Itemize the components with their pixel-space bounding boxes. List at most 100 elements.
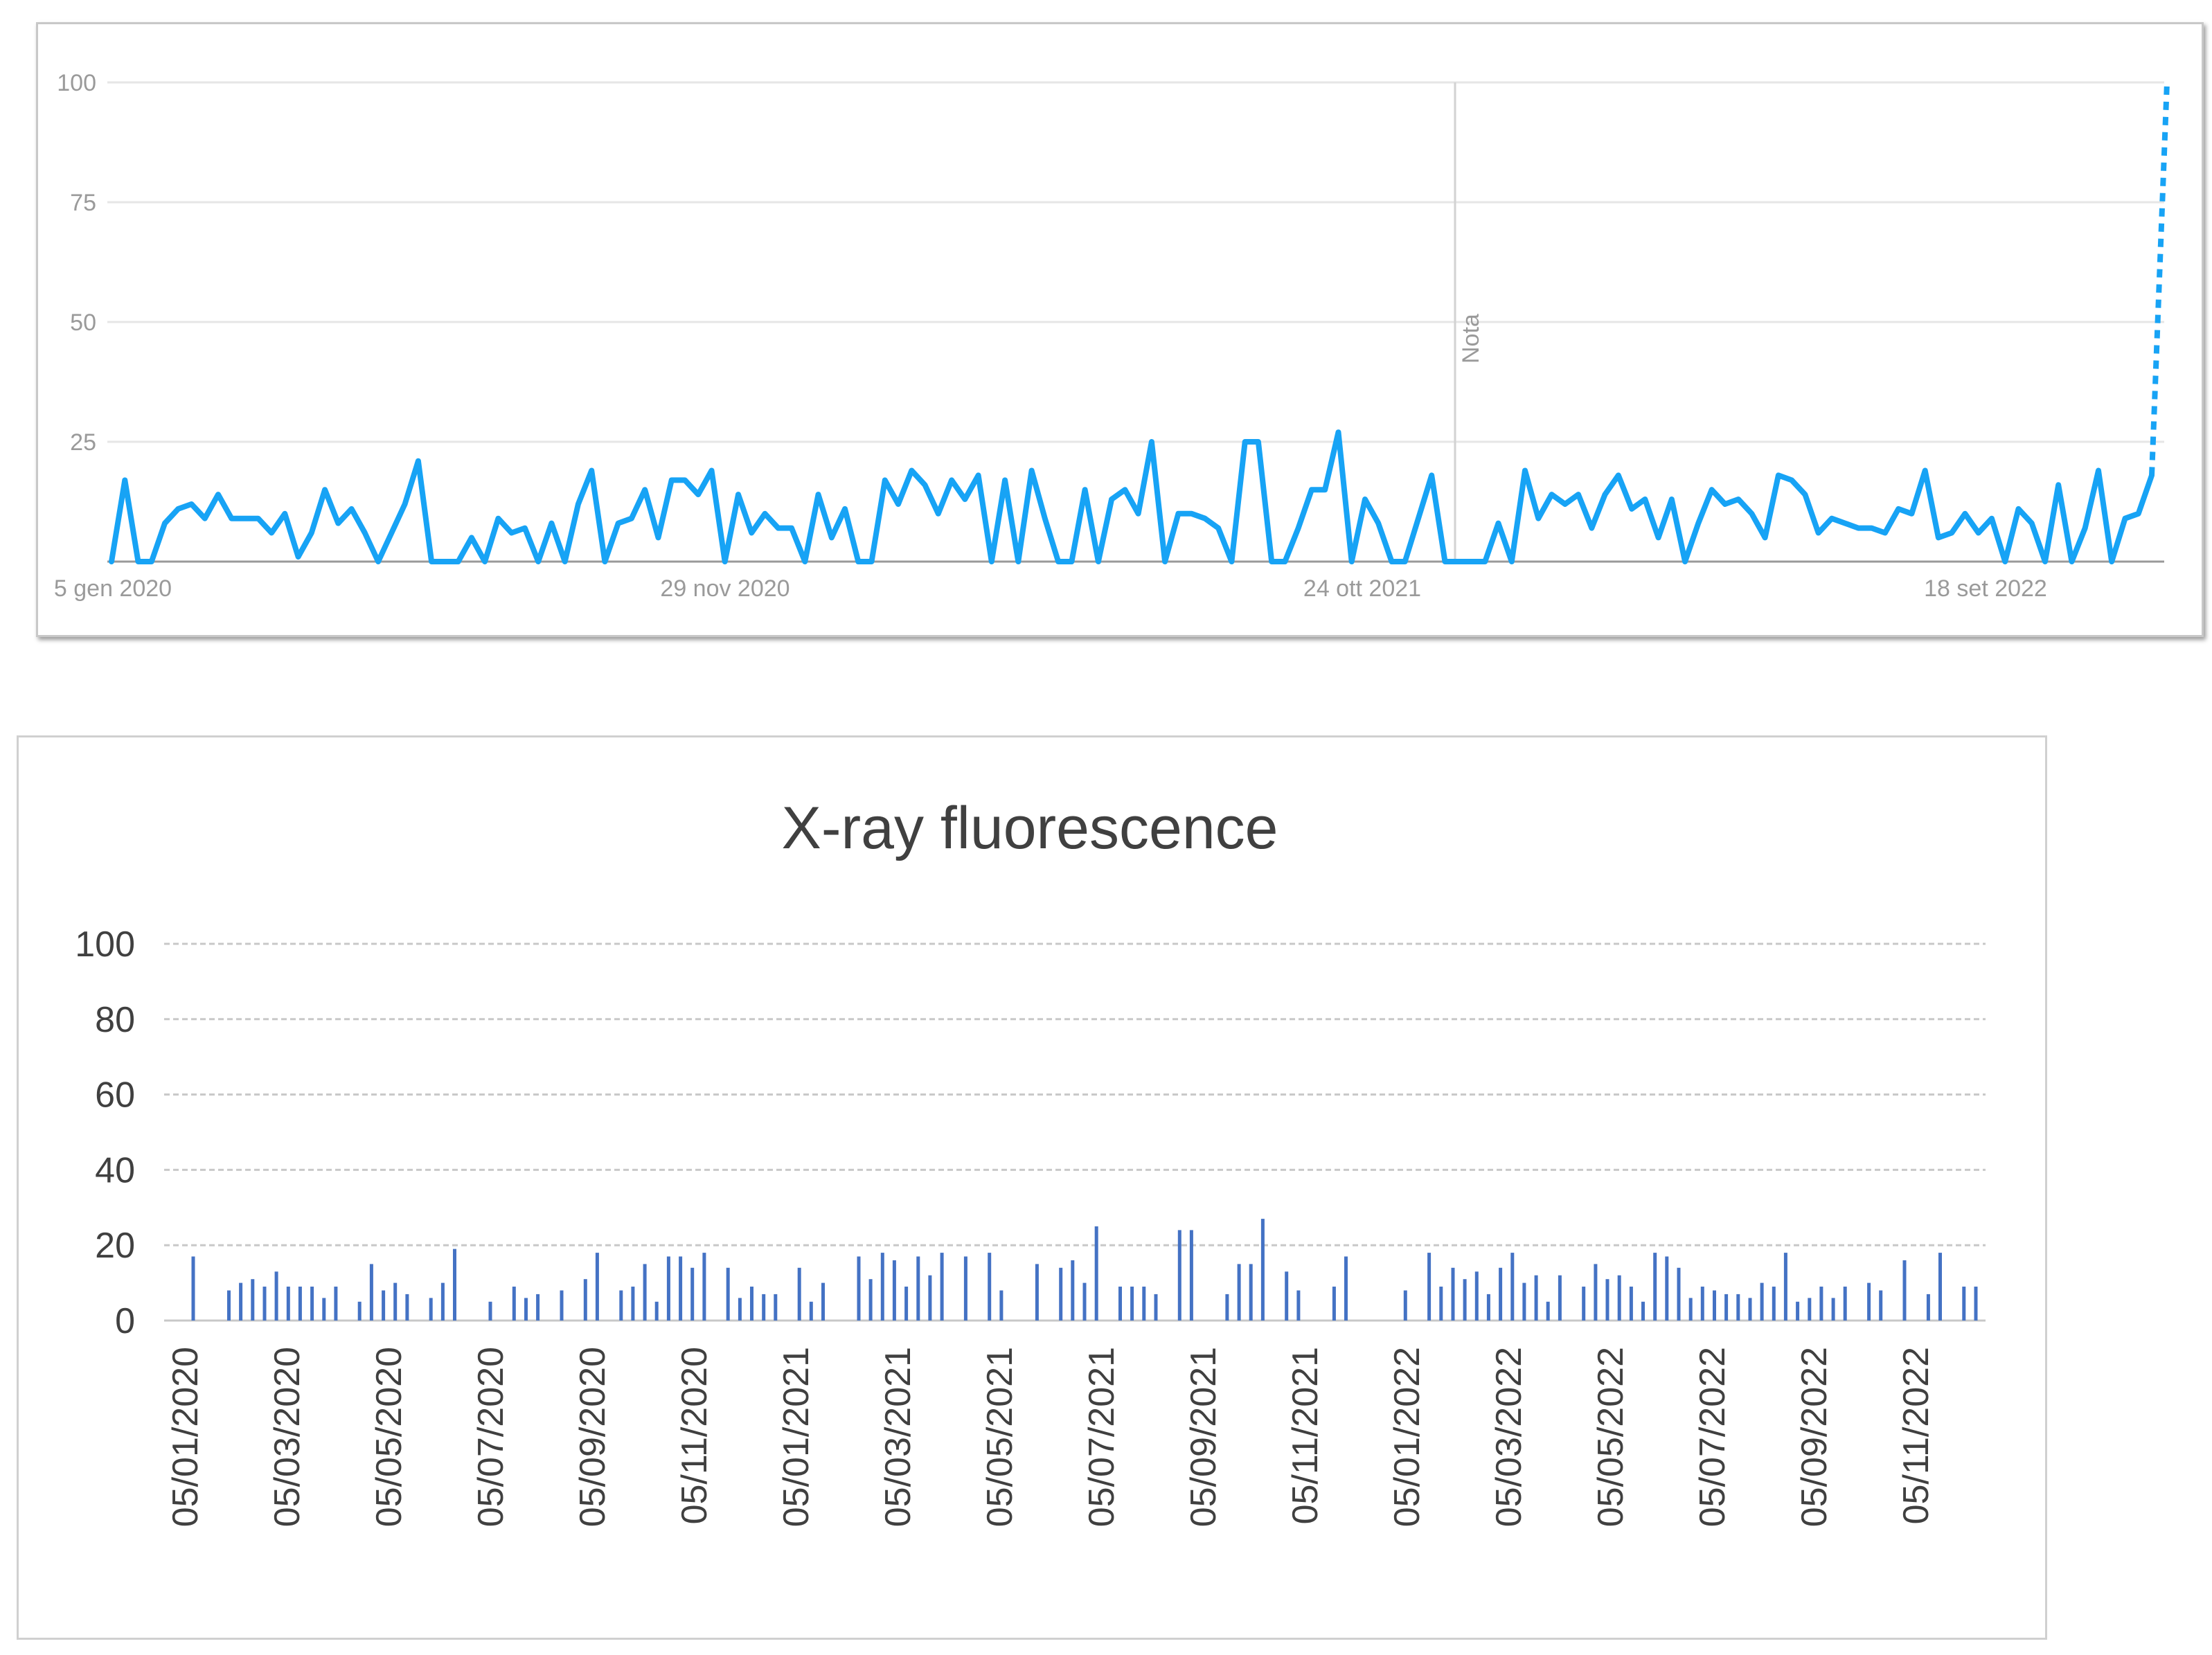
bar (1510, 1253, 1515, 1321)
bar (1724, 1294, 1729, 1321)
bar (1641, 1301, 1645, 1321)
bar (1760, 1282, 1764, 1321)
bar (1237, 1264, 1241, 1321)
x-tick-label: 05/05/2020 (369, 1347, 409, 1527)
bar (1808, 1298, 1812, 1321)
x-tick-label: 05/01/2020 (166, 1347, 206, 1527)
x-tick-label: 5 gen 2020 (54, 575, 172, 602)
xrf-bar-chart: X-ray fluorescence 0 20 40 60 80 100 05/01/2020… (75, 795, 1986, 1527)
y-tick-label: 100 (75, 924, 135, 965)
bar (1713, 1290, 1716, 1321)
bar (1296, 1290, 1301, 1321)
bar (1260, 1219, 1265, 1321)
bar (1154, 1294, 1158, 1321)
bar (1071, 1260, 1075, 1321)
bar (690, 1267, 695, 1321)
bar (1819, 1287, 1823, 1321)
bar (1486, 1294, 1490, 1321)
bar (1118, 1287, 1122, 1321)
bar (940, 1253, 944, 1321)
bar (1225, 1294, 1229, 1321)
bar (928, 1275, 932, 1321)
bar (1451, 1267, 1455, 1321)
bar (679, 1256, 683, 1321)
x-tick-label: 05/01/2022 (1387, 1347, 1427, 1527)
x-tick-label: 05/07/2022 (1693, 1347, 1733, 1527)
bar (619, 1290, 623, 1321)
bar (369, 1264, 373, 1321)
bar (405, 1294, 409, 1321)
bar (1142, 1287, 1146, 1321)
trends-line-chart: 100 75 50 25 Nota 5 gen 2020 29 nov 2020 24 ott… (54, 70, 2170, 602)
x-tick-label: 05/03/2020 (267, 1347, 307, 1527)
bar (750, 1287, 753, 1321)
xrf-chart-panel: X-ray fluorescence 0 20 40 60 80 100 05/01/2020… (17, 735, 2047, 1640)
x-tick-label: 05/11/2020 (675, 1347, 715, 1524)
bar (726, 1267, 730, 1321)
x-tick-label: 05/07/2021 (1082, 1347, 1122, 1527)
bar (1463, 1279, 1467, 1321)
bar (286, 1287, 290, 1321)
bar (797, 1267, 801, 1321)
bar (1285, 1271, 1289, 1321)
bar (1059, 1267, 1063, 1321)
bar (1665, 1256, 1669, 1321)
bar (1582, 1287, 1586, 1321)
bar (274, 1271, 278, 1321)
bar (1736, 1294, 1740, 1321)
bar (774, 1294, 778, 1321)
y-tick-label: 100 (57, 70, 96, 96)
bar (298, 1287, 302, 1321)
bar (1974, 1287, 1978, 1321)
x-tick-label: 05/09/2021 (1184, 1347, 1224, 1527)
x-tick-label: 05/11/2022 (1896, 1347, 1936, 1524)
y-tick-label: 75 (70, 190, 96, 216)
bar (1249, 1264, 1253, 1321)
bar (892, 1260, 896, 1321)
bar (1439, 1287, 1443, 1321)
x-tick-label: 29 nov 2020 (660, 575, 790, 602)
bar (1796, 1301, 1800, 1321)
bar (1843, 1287, 1847, 1321)
series-line (109, 429, 2155, 564)
bar (738, 1298, 742, 1321)
bar (440, 1282, 445, 1321)
bar (334, 1287, 338, 1321)
x-tick-label: 05/03/2021 (878, 1347, 918, 1527)
bar (1629, 1287, 1633, 1321)
bar (1082, 1282, 1087, 1321)
x-tick-label: 05/05/2021 (980, 1347, 1020, 1527)
bar (1130, 1287, 1134, 1321)
bar (1499, 1267, 1503, 1321)
bar (654, 1301, 659, 1321)
y-tick-label: 0 (115, 1301, 135, 1341)
bar (1902, 1260, 1907, 1321)
bar (1879, 1290, 1883, 1321)
bar (702, 1253, 706, 1321)
x-tick-label: 05/07/2020 (471, 1347, 511, 1527)
x-tick-label: 18 set 2022 (1924, 575, 2047, 602)
bar (1546, 1301, 1550, 1321)
y-tick-label: 50 (70, 310, 96, 336)
bar (239, 1282, 243, 1321)
series-dotted-segment (2149, 82, 2170, 476)
bar (453, 1249, 456, 1321)
bar (393, 1282, 398, 1321)
bar (595, 1253, 599, 1321)
bar (1962, 1287, 1966, 1321)
bar (1594, 1264, 1598, 1321)
bar (1677, 1267, 1681, 1321)
bar (999, 1290, 1004, 1321)
bar (488, 1301, 492, 1321)
bar (1653, 1253, 1657, 1321)
bar (963, 1256, 967, 1321)
bar (904, 1287, 909, 1321)
bar (357, 1301, 362, 1321)
bar (191, 1256, 195, 1321)
bar (916, 1256, 920, 1321)
bar (1534, 1275, 1538, 1321)
bar (1189, 1230, 1193, 1321)
bar (1177, 1230, 1181, 1321)
bar (524, 1298, 528, 1321)
bar (1926, 1294, 1930, 1321)
